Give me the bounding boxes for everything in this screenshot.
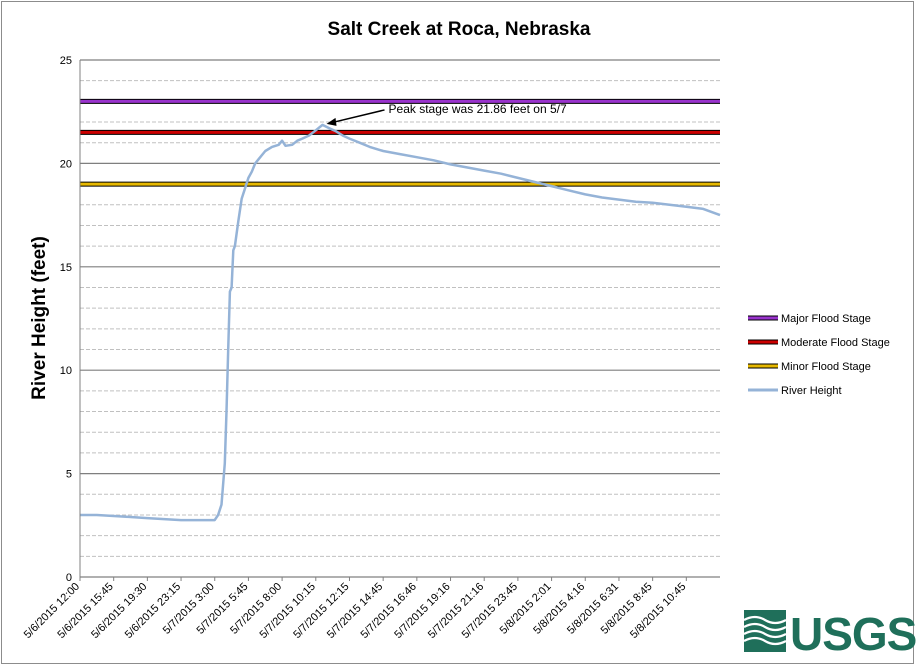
chart-title: Salt Creek at Roca, Nebraska <box>328 19 591 40</box>
y-axis-label: River Height (feet) <box>29 236 50 400</box>
series-layer <box>80 123 721 522</box>
y-tick-label-0: 0 <box>66 572 72 584</box>
usgs-wave-icon <box>743 610 787 652</box>
annotation-text-0: Peak stage was 21.86 feet on 5/7 <box>389 102 567 116</box>
annotation-arrowhead-0 <box>326 117 337 126</box>
x-tick-labels: 5/6/2015 12:005/6/2015 15:455/6/2015 19:… <box>22 577 688 641</box>
legend-label-0: Major Flood Stage <box>781 313 871 325</box>
y-tick-label-4: 20 <box>60 158 72 170</box>
usgs-logo-text: USGS <box>790 608 916 660</box>
legend: Major Flood Stage Moderate Flood Stage Min… <box>748 313 890 397</box>
y-tick-label-2: 10 <box>60 365 72 377</box>
legend-label-1: Moderate Flood Stage <box>781 337 890 349</box>
threshold-lines <box>80 98 720 187</box>
series-line-0 <box>80 123 721 522</box>
axes <box>79 60 720 578</box>
grid <box>80 59 720 578</box>
x-tick-label-0: 5/6/2015 12:00 <box>22 581 82 641</box>
legend-label-3: River Height <box>781 385 842 397</box>
y-tick-labels: 0 5 10 15 20 25 <box>60 55 72 584</box>
annotation-layer: Peak stage was 21.86 feet on 5/7 <box>326 102 567 126</box>
annotation-arrow-0 <box>330 109 385 124</box>
y-tick-label-3: 15 <box>60 262 72 274</box>
y-tick-label-1: 5 <box>66 469 72 481</box>
y-tick-label-5: 25 <box>60 55 72 67</box>
legend-label-2: Minor Flood Stage <box>781 361 871 373</box>
usgs-logo: USGS <box>743 608 917 660</box>
